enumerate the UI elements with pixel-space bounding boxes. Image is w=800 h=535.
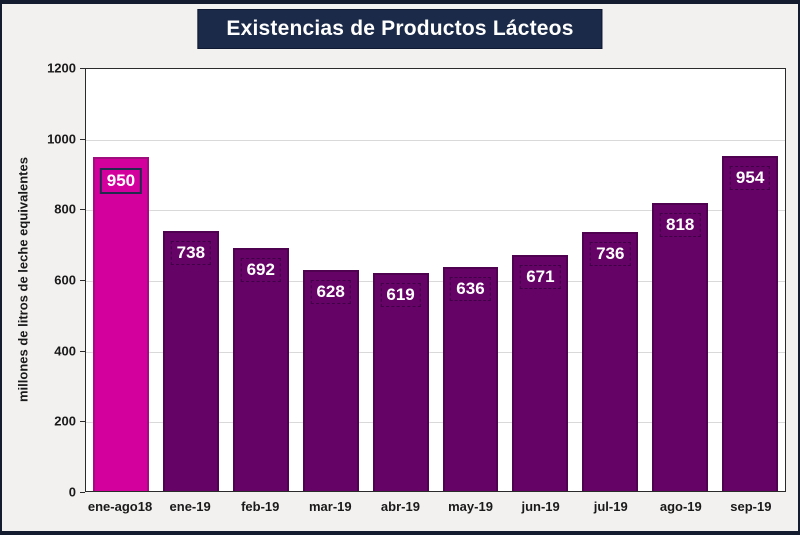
x-tick-label: sep-19 — [730, 499, 772, 514]
gridline — [86, 422, 785, 424]
bar: 628 — [302, 270, 359, 491]
bar-slot: 628 — [296, 69, 366, 491]
x-tick-label: feb-19 — [241, 499, 280, 514]
bar: 736 — [582, 232, 639, 491]
bar-value-label: 671 — [520, 265, 561, 290]
gridline — [86, 351, 785, 353]
bar-slot: 818 — [645, 69, 715, 491]
bar: 671 — [512, 255, 569, 491]
y-tick-mark — [80, 492, 85, 493]
bar-value-label: 636 — [450, 277, 491, 302]
bar: 738 — [162, 231, 219, 491]
plot-area: 950 738 692 628 619 636 671 736 818 954 — [85, 68, 786, 492]
x-axis-labels: ene-ago18 ene-19 feb-19 mar-19 abr-19 may-19 j… — [85, 499, 786, 514]
bar-slot: 636 — [436, 69, 506, 491]
bar-slot: 671 — [505, 69, 575, 491]
x-tick-label: ago-19 — [659, 499, 702, 514]
bar: 636 — [442, 267, 499, 491]
x-tick-label: mar-19 — [309, 499, 352, 514]
y-axis-title: millones de litros de leche equivalentes — [15, 157, 31, 403]
bar-slot: 738 — [156, 69, 226, 491]
frame-top-border — [0, 0, 800, 4]
frame-right-border — [798, 0, 800, 535]
x-tick-label: may-19 — [448, 499, 493, 514]
frame-bottom-border — [0, 531, 800, 535]
x-tick-label: jul-19 — [593, 499, 628, 514]
x-tick-label: ene-19 — [169, 499, 211, 514]
bar-value-label: 628 — [310, 280, 351, 305]
frame-left-border — [0, 0, 2, 535]
bar-value-label: 619 — [380, 283, 421, 308]
bar: 954 — [722, 155, 779, 491]
bar: 950 — [92, 156, 149, 491]
gridline — [86, 210, 785, 212]
bar-value-label: 736 — [590, 242, 631, 267]
bar: 818 — [652, 203, 709, 491]
bar-series: 950 738 692 628 619 636 671 736 818 954 — [86, 69, 785, 491]
bar-slot: 954 — [715, 69, 785, 491]
bar-value-label: 954 — [729, 165, 771, 190]
bar-value-label: 738 — [170, 241, 212, 266]
gridline — [86, 281, 785, 282]
x-tick-label: abr-19 — [380, 499, 420, 514]
bar: 619 — [372, 273, 429, 491]
x-tick-label: jun-19 — [521, 499, 560, 514]
bar: 692 — [232, 247, 289, 491]
bar-slot: 736 — [575, 69, 645, 491]
bar-value-label: 692 — [240, 257, 281, 282]
bar-slot: 950 — [86, 69, 156, 491]
x-tick-label: ene-ago18 — [87, 499, 153, 514]
bar-slot: 619 — [366, 69, 436, 491]
gridline — [86, 139, 785, 141]
bar-value-label: 950 — [99, 167, 143, 194]
chart-title: Existencias de Productos Lácteos — [197, 9, 603, 49]
bar-value-label: 818 — [660, 213, 701, 238]
bar-slot: 692 — [226, 69, 296, 491]
